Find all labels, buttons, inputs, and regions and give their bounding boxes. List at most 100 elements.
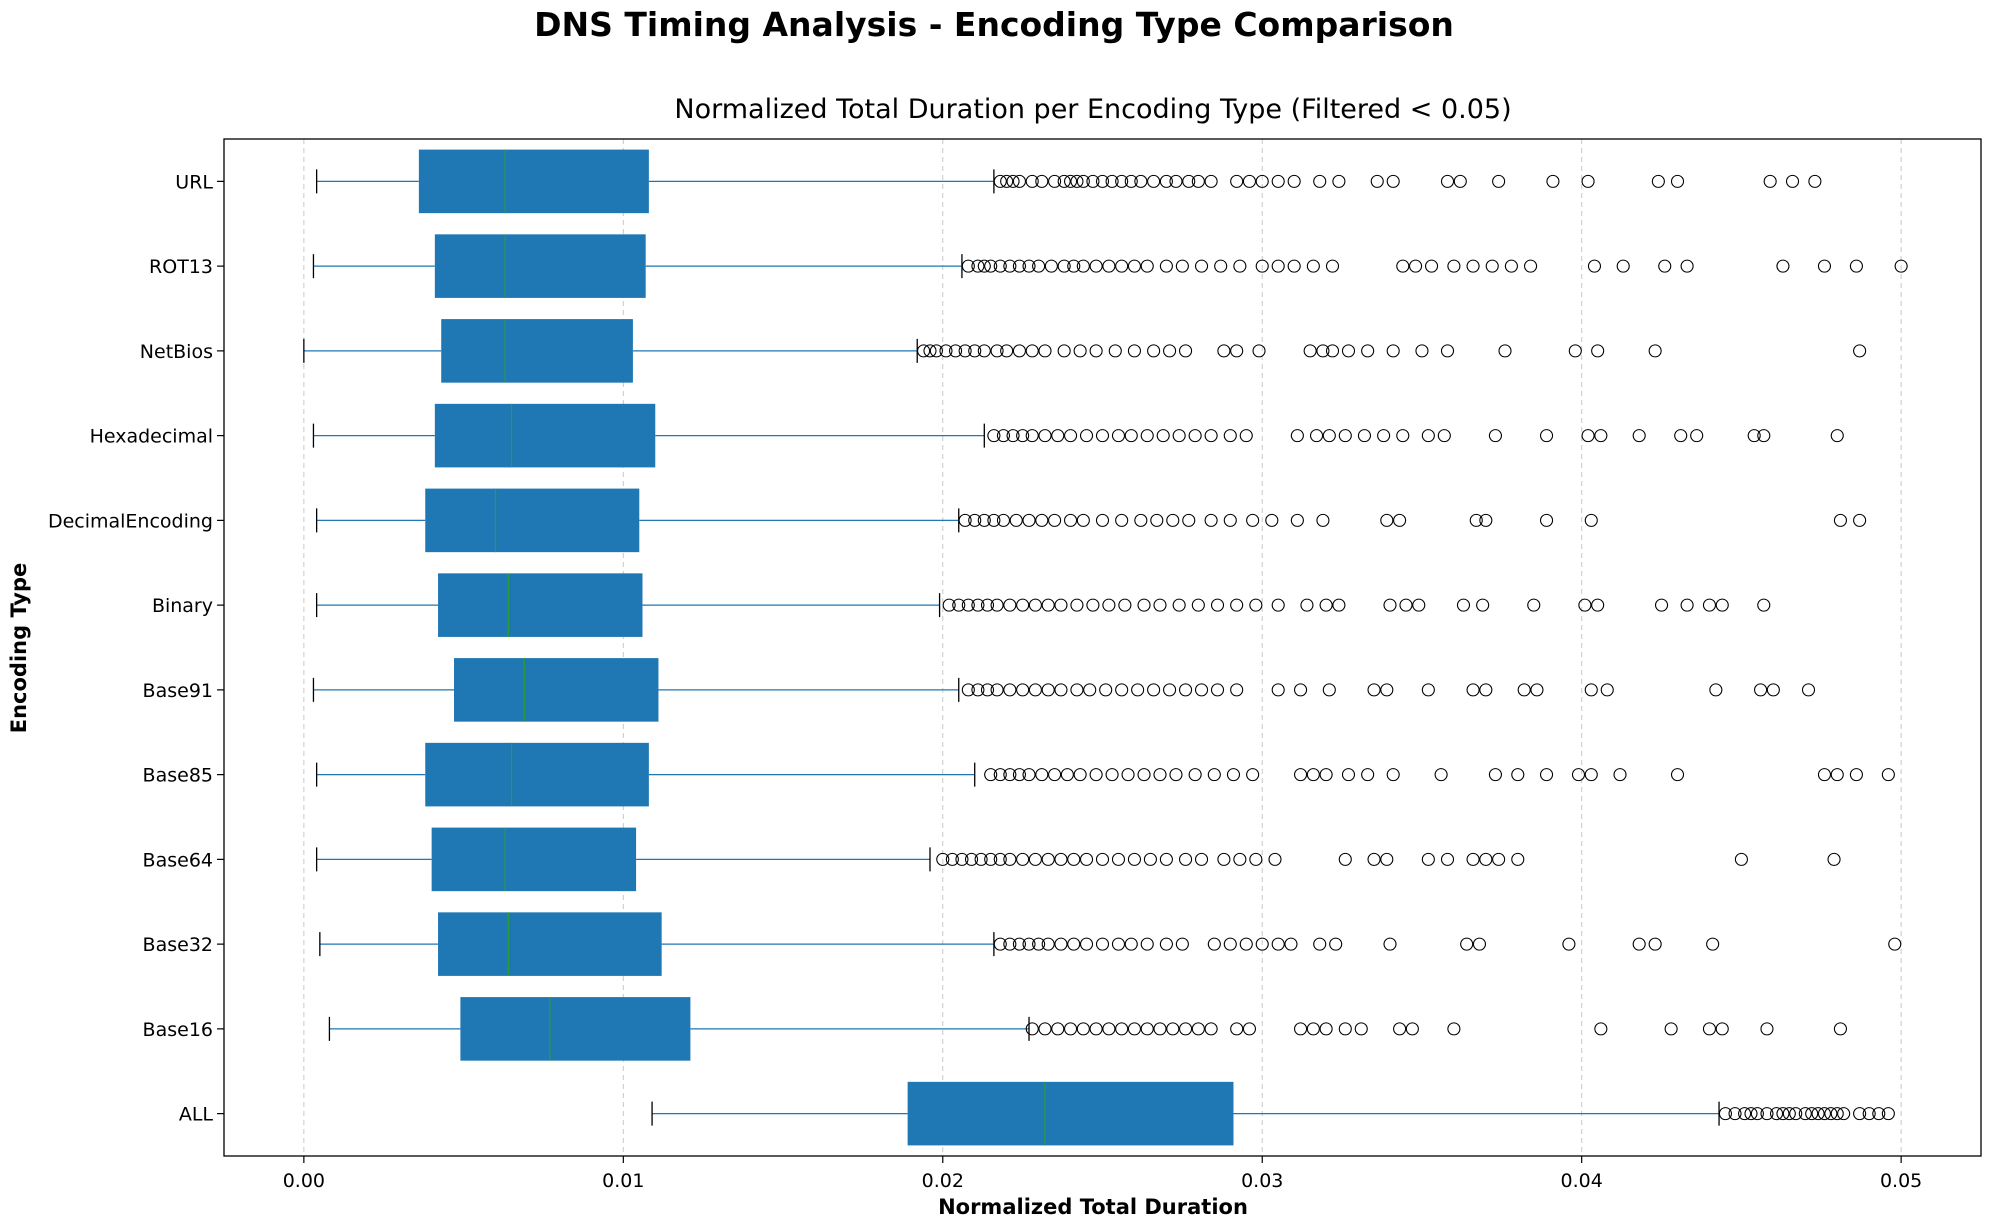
outlier-point bbox=[1466, 683, 1480, 697]
box-base32 bbox=[319, 912, 1902, 976]
outlier-point bbox=[1702, 1022, 1717, 1036]
outlier-point bbox=[1271, 174, 1285, 188]
outlier-point bbox=[1485, 259, 1499, 273]
outlier-point bbox=[1568, 344, 1582, 358]
outlier-point bbox=[1329, 937, 1343, 951]
outlier-point bbox=[1003, 852, 1017, 866]
outlier-point bbox=[949, 344, 963, 358]
outlier-point bbox=[1440, 174, 1455, 188]
outlier-point bbox=[980, 683, 995, 697]
outlier-point bbox=[1539, 429, 1554, 443]
outlier-point bbox=[1591, 344, 1605, 358]
outlier-point bbox=[1466, 259, 1480, 273]
outlier-point bbox=[923, 344, 937, 358]
outlier-point bbox=[1079, 852, 1094, 866]
outlier-point bbox=[1095, 852, 1110, 866]
outlier-point bbox=[1421, 852, 1435, 866]
outlier-point bbox=[1670, 174, 1685, 188]
outlier-point bbox=[1095, 429, 1110, 443]
outlier-point bbox=[1706, 937, 1720, 951]
outlier-point bbox=[1032, 259, 1046, 273]
outlier-point bbox=[958, 344, 972, 358]
x-tick-label: 0.00 bbox=[283, 1170, 325, 1192]
outlier-point bbox=[1332, 174, 1346, 188]
outlier-point bbox=[1284, 937, 1298, 951]
outlier-point bbox=[1306, 1022, 1320, 1036]
outlier-point bbox=[977, 259, 991, 273]
outlier-point bbox=[1054, 598, 1068, 612]
outlier-point bbox=[1115, 259, 1129, 273]
outlier-point bbox=[1833, 513, 1847, 527]
outlier-point bbox=[1159, 852, 1173, 866]
outlier-point bbox=[1226, 768, 1241, 782]
outlier-point bbox=[1341, 344, 1356, 358]
outlier-point bbox=[1048, 768, 1062, 782]
outlier-point bbox=[1121, 768, 1135, 782]
outlier-point bbox=[993, 768, 1007, 782]
outlier-point bbox=[1111, 937, 1126, 951]
outlier-point bbox=[1016, 429, 1030, 443]
outlier-point bbox=[1881, 1107, 1895, 1121]
outlier-point bbox=[1309, 429, 1324, 443]
outlier-point bbox=[1204, 513, 1218, 527]
outlier-point bbox=[1239, 937, 1253, 951]
outlier-point bbox=[990, 344, 1004, 358]
x-tick-label: 0.05 bbox=[1880, 1170, 1922, 1192]
outlier-point bbox=[1322, 683, 1336, 697]
box-hexadecimal bbox=[312, 403, 1844, 468]
outlier-point bbox=[1853, 1107, 1867, 1121]
outlier-point bbox=[1172, 598, 1186, 612]
outlier-point bbox=[1153, 768, 1167, 782]
outlier-point bbox=[977, 513, 991, 527]
outlier-point bbox=[1242, 1022, 1256, 1036]
outlier-point bbox=[1095, 937, 1110, 951]
outlier-point bbox=[1271, 598, 1285, 612]
outlier-point bbox=[1294, 768, 1308, 782]
outlier-point bbox=[1690, 429, 1704, 443]
outlier-point bbox=[1734, 852, 1748, 866]
outlier-point bbox=[1396, 259, 1410, 273]
outlier-point bbox=[1405, 1022, 1419, 1036]
outlier-point bbox=[1124, 937, 1138, 951]
outlier-point bbox=[1137, 598, 1151, 612]
outlier-point bbox=[955, 852, 969, 866]
outlier-point bbox=[1488, 429, 1502, 443]
outlier-point bbox=[971, 598, 985, 612]
grid-lines bbox=[303, 139, 1902, 1156]
outlier-point bbox=[1003, 937, 1017, 951]
outlier-point bbox=[1434, 768, 1448, 782]
outlier-point bbox=[1204, 1022, 1218, 1036]
outlier-point bbox=[1163, 683, 1177, 697]
outlier-point bbox=[1233, 259, 1247, 273]
outlier-point bbox=[1466, 852, 1480, 866]
outlier-point bbox=[1849, 259, 1863, 273]
outlier-point bbox=[1003, 683, 1017, 697]
outlier-point bbox=[1718, 1107, 1732, 1121]
outlier-point bbox=[1070, 683, 1084, 697]
outlier-point bbox=[1530, 683, 1544, 697]
outlier-point bbox=[1025, 174, 1039, 188]
outlier-point bbox=[1127, 344, 1141, 358]
outlier-point bbox=[1025, 1022, 1039, 1036]
outlier-point bbox=[1415, 344, 1429, 358]
outlier-point bbox=[1498, 344, 1512, 358]
outlier-point bbox=[987, 429, 1001, 443]
outlier-point bbox=[984, 768, 998, 782]
outlier-point bbox=[1271, 937, 1285, 951]
outlier-point bbox=[1028, 598, 1042, 612]
outlier-point bbox=[1789, 1107, 1803, 1121]
outlier-point bbox=[1811, 1107, 1825, 1121]
outlier-point bbox=[1003, 259, 1017, 273]
outlier-point bbox=[1054, 937, 1068, 951]
outlier-point bbox=[1881, 768, 1895, 782]
outlier-point bbox=[929, 344, 943, 358]
outlier-point bbox=[1159, 174, 1173, 188]
outlier-point bbox=[1086, 598, 1100, 612]
chart-title: Normalized Total Duration per Encoding T… bbox=[674, 94, 1511, 125]
outlier-point bbox=[1808, 174, 1822, 188]
outlier-point bbox=[1223, 937, 1237, 951]
outlier-point bbox=[1089, 259, 1103, 273]
outlier-point bbox=[1380, 852, 1394, 866]
outlier-point bbox=[1079, 429, 1094, 443]
outlier-point bbox=[942, 598, 956, 612]
